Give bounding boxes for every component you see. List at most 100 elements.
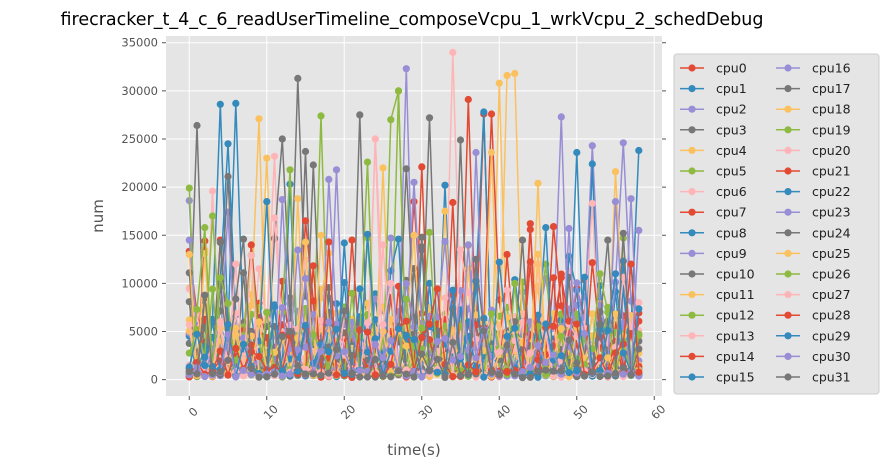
y-axis-ticks: 0 5000 10000 15000 20000 25000 30000 35000 (121, 36, 666, 387)
data-point (325, 175, 333, 183)
data-point (387, 234, 395, 242)
legend-label: cpu18 (812, 102, 851, 117)
legend-label: cpu8 (716, 225, 747, 240)
data-point (635, 146, 643, 155)
data-point (557, 274, 565, 282)
data-point (449, 198, 457, 207)
data-point (410, 336, 418, 344)
legend-marker (784, 85, 792, 93)
data-point (394, 325, 403, 333)
data-point (301, 370, 310, 378)
data-point (263, 308, 271, 316)
data-point (511, 324, 519, 332)
legend-label: cpu11 (716, 287, 755, 302)
legend-item: cpu20 (776, 143, 851, 158)
data-point (371, 355, 379, 363)
legend-item: cpu31 (776, 370, 851, 385)
legend-item: cpu0 (680, 61, 747, 76)
legend-marker (688, 373, 696, 381)
legend-label: cpu5 (716, 164, 747, 179)
data-point (216, 317, 224, 326)
data-point (216, 368, 224, 376)
data-point (402, 332, 410, 340)
data-point (433, 355, 441, 363)
data-point (317, 371, 325, 379)
data-point (418, 233, 426, 241)
data-point (611, 349, 620, 357)
legend-label: cpu15 (716, 370, 755, 385)
data-point (317, 347, 325, 356)
data-point (542, 358, 550, 367)
data-point (239, 366, 248, 374)
data-point (185, 321, 193, 329)
legend-label: cpu0 (716, 61, 747, 76)
data-point (449, 338, 457, 347)
legend-marker (688, 167, 696, 175)
data-point (294, 195, 302, 203)
data-point (518, 310, 527, 318)
y-tick-label: 25000 (121, 132, 158, 146)
legend-item: cpu25 (776, 246, 851, 261)
data-point (278, 367, 286, 375)
data-point (340, 239, 348, 247)
data-point (348, 236, 356, 244)
data-point (216, 238, 224, 247)
legend-marker (784, 188, 792, 196)
legend-item: cpu24 (776, 225, 851, 240)
data-point (472, 354, 480, 362)
data-point (332, 371, 341, 379)
data-point (263, 373, 271, 381)
data-point (611, 198, 620, 206)
data-point (193, 370, 201, 378)
data-point (379, 354, 387, 362)
data-point (495, 348, 503, 356)
data-point (232, 324, 240, 332)
data-point (402, 317, 410, 325)
data-point (410, 178, 418, 186)
data-point (425, 320, 434, 328)
data-point (247, 251, 255, 260)
data-point (596, 366, 604, 375)
data-point (573, 367, 581, 375)
legend-label: cpu3 (716, 122, 747, 137)
data-point (526, 349, 534, 357)
legend-label: cpu25 (812, 246, 851, 261)
legend-marker (784, 64, 792, 72)
data-point (216, 100, 224, 108)
data-point (464, 288, 472, 296)
data-point (542, 320, 550, 328)
data-point (247, 241, 255, 249)
data-point (193, 305, 201, 314)
data-point (301, 275, 310, 283)
data-point (263, 198, 271, 206)
data-point (309, 359, 317, 367)
data-point (449, 286, 457, 294)
data-point (301, 322, 310, 330)
data-point (604, 354, 612, 362)
data-point (464, 95, 472, 104)
data-point (588, 160, 596, 168)
data-point (433, 313, 441, 321)
data-point (534, 250, 542, 258)
data-point (596, 372, 604, 381)
legend-label: cpu30 (812, 349, 851, 364)
data-point (363, 328, 372, 336)
data-point (627, 195, 635, 203)
data-point (332, 300, 341, 308)
data-point (425, 367, 434, 375)
y-tick-label: 20000 (121, 180, 158, 194)
data-point (394, 282, 403, 290)
data-point (278, 135, 286, 143)
data-point (294, 74, 302, 82)
legend-item: cpu18 (776, 102, 851, 117)
legend-label: cpu28 (812, 308, 851, 323)
y-tick-label: 0 (151, 373, 158, 387)
legend-label: cpu21 (812, 164, 851, 179)
data-point (418, 350, 426, 358)
data-point (518, 339, 527, 347)
y-tick-label: 10000 (121, 276, 158, 290)
legend-marker (688, 126, 696, 134)
data-point (410, 231, 418, 239)
data-point (580, 273, 589, 281)
